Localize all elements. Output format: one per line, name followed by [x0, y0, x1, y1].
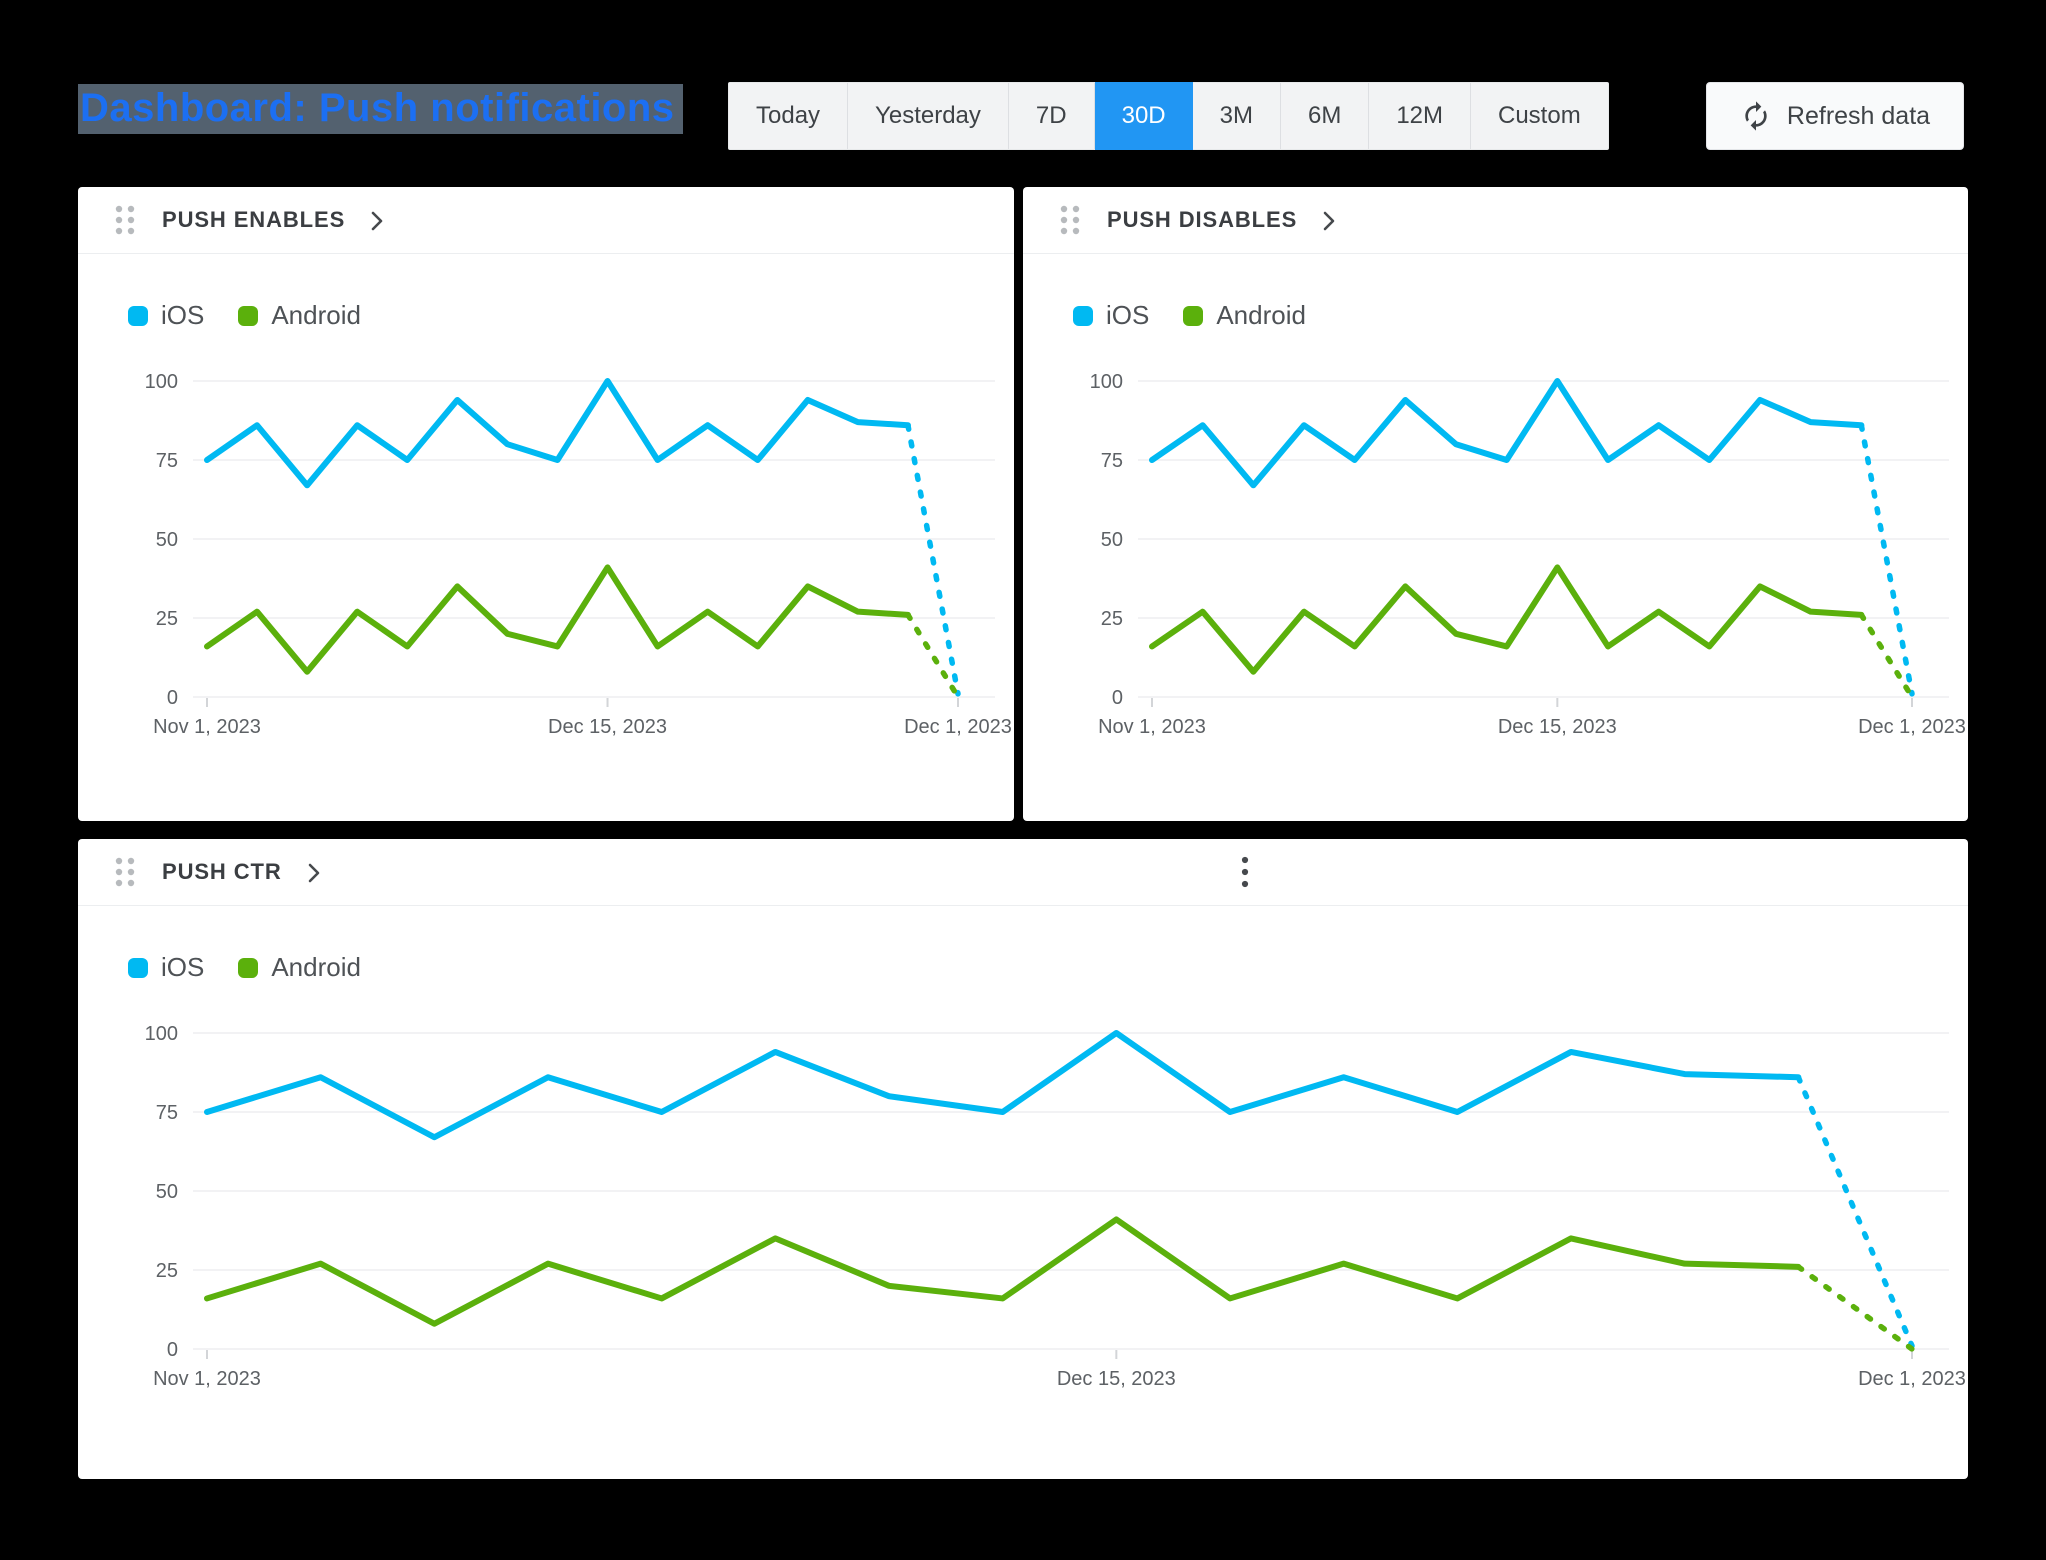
card-title: PUSH CTR: [162, 859, 282, 884]
legend-item-ios[interactable]: iOS: [128, 300, 204, 331]
chart-svg: 0 25 50 75 100 Nov 1, 2023 Dec 15, 2023 Dec 1, …: [1090, 371, 1966, 738]
range-button-today[interactable]: Today: [729, 83, 849, 149]
y-axis-tick-label: 100: [145, 371, 178, 393]
series-line-ios: [204, 1030, 1802, 1141]
range-button-custom[interactable]: Custom: [1471, 83, 1608, 149]
date-range-selector: Today Yesterday 7D 30D 3M 6M 12M Custom: [728, 82, 1609, 150]
y-axis-tick-label: 75: [1101, 450, 1123, 472]
y-axis-tick-label: 0: [167, 1339, 178, 1361]
x-axis-tick-label: Dec 15, 2023: [1498, 716, 1617, 738]
y-axis-tick-label: 0: [1112, 687, 1123, 709]
chart-svg: 0 25 50 75 100 Nov 1, 2023 Dec 15, 2023 Dec 1, …: [145, 371, 1012, 738]
x-axis-tick-label: Nov 1, 2023: [153, 716, 261, 738]
chevron-right-icon[interactable]: [371, 211, 383, 231]
legend-swatch-ios: [128, 305, 148, 326]
y-axis-tick-label: 25: [156, 1260, 178, 1282]
legend-swatch-ios: [128, 957, 148, 978]
series-line-ios: [1149, 378, 1865, 489]
chevron-right-icon[interactable]: [1323, 211, 1335, 231]
series-line-ios-forecast: [1795, 1074, 1915, 1349]
line-chart-push-ctr: 0 25 50 75 100 Nov 1, 2023 Dec 15, 2023 Dec 1, …: [78, 999, 1968, 1399]
legend-swatch-android: [238, 957, 259, 978]
card-title: PUSH ENABLES: [162, 207, 346, 232]
card-header: PUSH ENABLES: [78, 187, 1014, 254]
series-line-ios: [204, 378, 911, 489]
page-title: Dashboard: Push notifications: [78, 84, 683, 134]
series-line-android: [204, 564, 911, 675]
legend-label: Android: [271, 952, 361, 982]
legend-swatch-ios: [1073, 305, 1093, 326]
x-axis-tick-label: Dec 1, 2023: [1858, 1368, 1966, 1390]
legend-label: iOS: [161, 300, 205, 330]
y-axis-tick-label: 0: [167, 687, 178, 709]
range-button-3m[interactable]: 3M: [1193, 83, 1281, 149]
chart-svg: 0 25 50 75 100 Nov 1, 2023 Dec 15, 2023 Dec 1, …: [145, 1023, 1966, 1390]
card-push-enables: PUSH ENABLES iOS Android 0 25 50 75 100 Nov 1,…: [78, 187, 1014, 821]
series-line-android-forecast: [905, 612, 961, 700]
refresh-data-button[interactable]: Refresh data: [1706, 82, 1964, 150]
x-axis-tick-label: Nov 1, 2023: [1098, 716, 1206, 738]
y-axis-tick-label: 75: [156, 450, 178, 472]
series-line-android-forecast: [1858, 612, 1915, 700]
drag-handle-icon[interactable]: [1057, 202, 1083, 238]
card-header: PUSH CTR: [78, 839, 1968, 906]
series-line-ios-forecast: [905, 422, 961, 697]
card-push-disables: PUSH DISABLES iOS Android 0 25 50 75 100 Nov 1…: [1023, 187, 1968, 821]
series-line-ios-forecast: [1858, 422, 1915, 697]
range-button-30d[interactable]: 30D: [1094, 82, 1193, 150]
legend-item-ios[interactable]: iOS: [128, 952, 204, 983]
card-push-ctr: PUSH CTR iOS Android 0 25 50 75 100 Nov 1, 202…: [78, 839, 1968, 1479]
x-axis-tick-label: Dec 1, 2023: [1858, 716, 1966, 738]
legend-item-android[interactable]: Android: [238, 300, 361, 331]
chevron-right-icon[interactable]: [308, 863, 320, 883]
x-axis-tick-label: Nov 1, 2023: [153, 1368, 261, 1390]
y-axis-tick-label: 25: [156, 608, 178, 630]
legend-item-android[interactable]: Android: [1183, 300, 1306, 331]
x-axis-tick-label: Dec 1, 2023: [904, 716, 1012, 738]
series-line-android: [204, 1216, 1802, 1327]
y-axis-tick-label: 50: [156, 529, 178, 551]
series-line-android: [1149, 564, 1865, 675]
drag-handle-icon[interactable]: [112, 202, 138, 238]
legend: iOS Android: [128, 952, 1968, 983]
card-title: PUSH DISABLES: [1107, 207, 1298, 232]
range-button-7d[interactable]: 7D: [1009, 83, 1095, 149]
series-line-android-forecast: [1795, 1264, 1915, 1352]
card-header: PUSH DISABLES: [1023, 187, 1968, 254]
legend: iOS Android: [128, 300, 1014, 331]
kebab-menu-icon[interactable]: [1240, 854, 1250, 890]
line-chart-push-enables: 0 25 50 75 100 Nov 1, 2023 Dec 15, 2023 Dec 1, …: [78, 347, 1014, 747]
legend-swatch-android: [238, 305, 259, 326]
range-button-6m[interactable]: 6M: [1281, 83, 1370, 149]
refresh-label: Refresh data: [1786, 101, 1931, 130]
range-button-yesterday[interactable]: Yesterday: [848, 83, 1009, 149]
legend-label: iOS: [1106, 300, 1150, 330]
drag-handle-icon[interactable]: [112, 854, 138, 890]
legend-label: iOS: [161, 952, 205, 982]
refresh-icon: [1745, 101, 1767, 131]
legend-item-android[interactable]: Android: [238, 952, 361, 983]
y-axis-tick-label: 100: [1090, 371, 1123, 393]
y-axis-tick-label: 50: [156, 1181, 178, 1203]
page-title-text: Dashboard: Push notifications: [78, 84, 683, 134]
legend: iOS Android: [1073, 300, 1968, 331]
x-axis-tick-label: Dec 15, 2023: [1057, 1368, 1176, 1390]
y-axis-tick-label: 25: [1101, 608, 1123, 630]
legend-label: Android: [271, 300, 361, 330]
y-axis-tick-label: 75: [156, 1102, 178, 1124]
y-axis-tick-label: 50: [1101, 529, 1123, 551]
legend-swatch-android: [1183, 305, 1204, 326]
x-axis-tick-label: Dec 15, 2023: [548, 716, 667, 738]
range-button-12m[interactable]: 12M: [1369, 83, 1471, 149]
y-axis-tick-label: 100: [145, 1023, 178, 1045]
legend-item-ios[interactable]: iOS: [1073, 300, 1149, 331]
legend-label: Android: [1216, 300, 1306, 330]
line-chart-push-disables: 0 25 50 75 100 Nov 1, 2023 Dec 15, 2023 Dec 1, …: [1023, 347, 1968, 747]
